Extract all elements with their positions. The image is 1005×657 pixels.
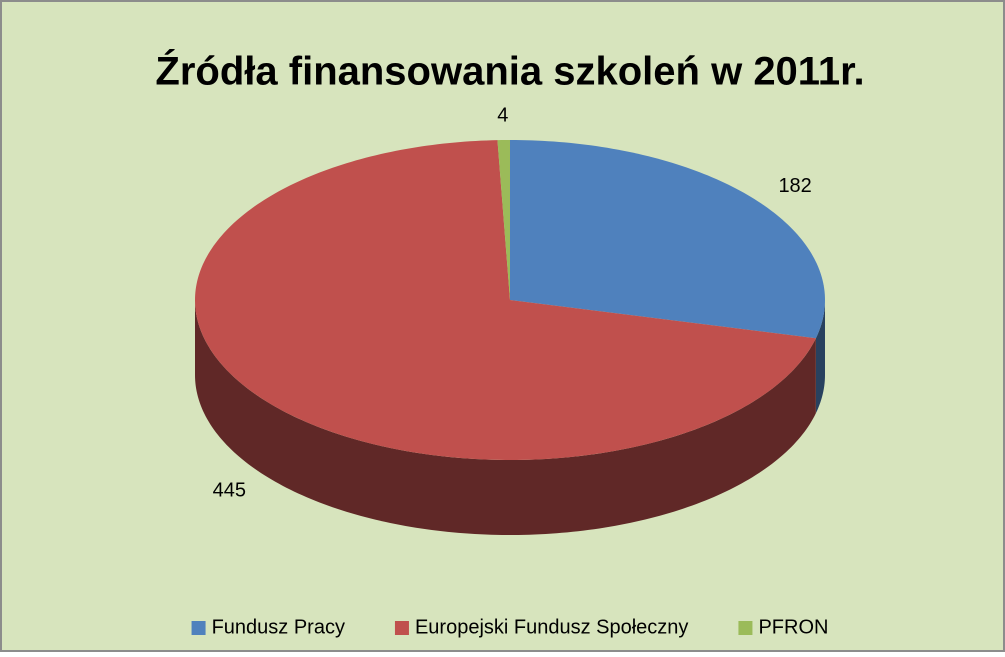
data-label: 4 — [497, 104, 508, 126]
pie-slice-side — [815, 300, 825, 414]
legend-label: PFRON — [758, 616, 828, 638]
legend-swatch — [738, 621, 753, 635]
chart-title: Źródła finansowania szkoleń w 2011r. — [155, 49, 864, 94]
legend-label: Fundusz Pracy — [212, 616, 345, 638]
pie-slice — [510, 140, 825, 339]
legend-swatch — [394, 621, 409, 635]
data-label: 182 — [778, 175, 811, 197]
legend-swatch — [191, 621, 206, 635]
legend-label: Europejski Fundusz Społeczny — [415, 616, 688, 638]
pie-slice — [195, 140, 816, 460]
data-label: 445 — [213, 480, 246, 502]
pie-slice — [497, 140, 510, 300]
pie-slice-side — [195, 300, 816, 535]
